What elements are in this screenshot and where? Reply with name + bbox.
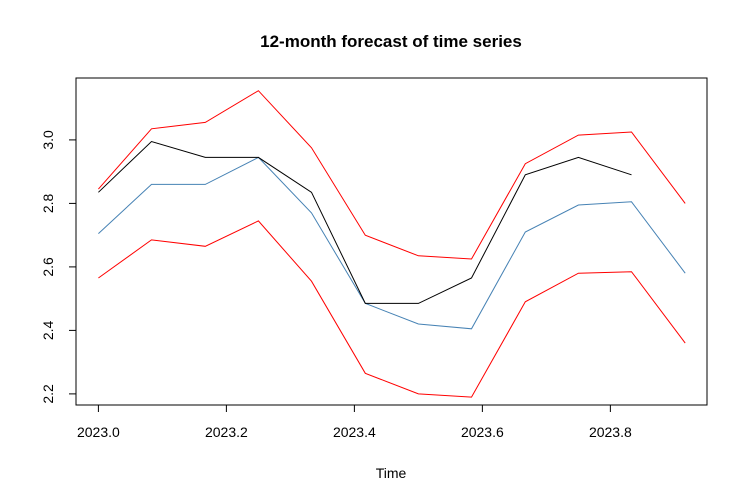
y-tick-label: 3.0 [40, 130, 56, 150]
x-tick-label: 2023.0 [77, 424, 120, 440]
series-line-1 [98, 156, 686, 330]
x-tick-label: 2023.8 [589, 424, 632, 440]
series-layer [98, 90, 686, 398]
y-axis: 2.2 2.4 2.6 2.8 3.0 [40, 130, 77, 404]
y-tick-label: 2.6 [40, 257, 56, 277]
x-tick-label: 2023.4 [333, 424, 376, 440]
series-line-0 [98, 90, 686, 260]
series-line-2 [98, 220, 686, 398]
x-axis: 2023.0 2023.2 2023.4 2023.6 2023.8 [77, 404, 632, 440]
series-line-3 [98, 140, 632, 304]
x-axis-label: Time [376, 465, 407, 481]
x-tick-label: 2023.2 [205, 424, 248, 440]
y-tick-label: 2.4 [40, 320, 56, 340]
y-tick-label: 2.8 [40, 193, 56, 213]
y-tick-label: 2.2 [40, 384, 56, 404]
plot-frame [75, 77, 708, 406]
x-tick-label: 2023.6 [461, 424, 504, 440]
chart-title: 12-month forecast of time series [260, 32, 522, 51]
